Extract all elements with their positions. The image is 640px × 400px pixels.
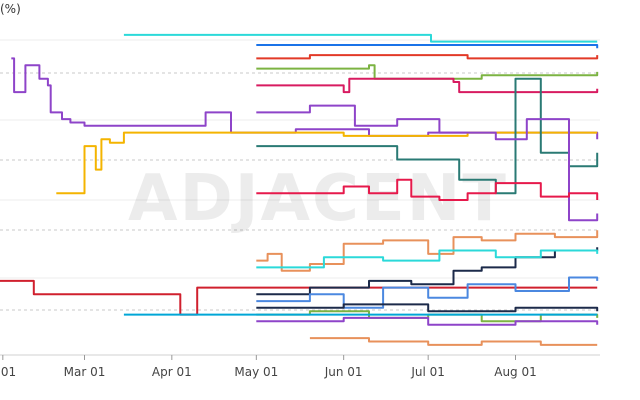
series-line-18 xyxy=(256,316,599,326)
series-group xyxy=(0,33,599,346)
series-line-10 xyxy=(256,104,599,222)
series-line-6 xyxy=(256,54,599,60)
series-line-20 xyxy=(256,303,599,313)
series-line-16 xyxy=(256,310,599,323)
series-line-1 xyxy=(11,57,599,140)
series-line-5 xyxy=(256,44,599,49)
x-tick-label: Mar 01 xyxy=(64,365,106,379)
x-axis: b 01 Mar 01 Apr 01 May 01 Jun 01 Jul 01 Aug 01 xyxy=(0,354,600,379)
series-line-17 xyxy=(309,337,598,346)
x-tick-label: Apr 01 xyxy=(152,365,192,379)
x-tick-label: Jun 01 xyxy=(324,365,363,379)
series-line-7 xyxy=(256,64,599,80)
series-line-4 xyxy=(123,33,598,43)
series-line-15 xyxy=(256,276,599,309)
x-tick-label: b 01 xyxy=(0,365,16,379)
grid-lines xyxy=(0,39,600,356)
series-line-13 xyxy=(256,247,599,296)
series-line-12 xyxy=(256,230,599,272)
y-axis-label: (%) xyxy=(0,2,21,16)
series-line-11 xyxy=(256,178,599,201)
series-line-3 xyxy=(0,279,598,316)
series-line-14 xyxy=(256,249,599,269)
x-tick-label: Aug 01 xyxy=(494,365,537,379)
series-line-8 xyxy=(256,77,599,94)
x-tick-label: May 01 xyxy=(234,365,278,379)
series-line-2 xyxy=(56,131,598,195)
x-tick-label: Jul 01 xyxy=(410,365,445,379)
